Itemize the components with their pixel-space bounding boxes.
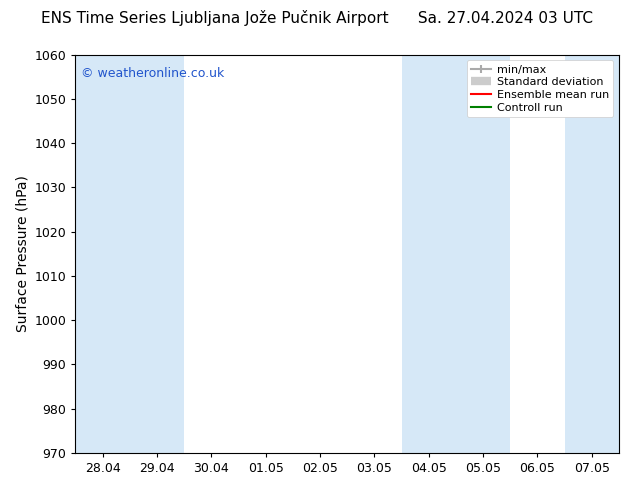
Bar — [75, 54, 184, 453]
Y-axis label: Surface Pressure (hPa): Surface Pressure (hPa) — [15, 175, 29, 332]
Text: ENS Time Series Ljubljana Jože Pučnik Airport      Sa. 27.04.2024 03 UTC: ENS Time Series Ljubljana Jože Pučnik Ai… — [41, 10, 593, 26]
Bar — [401, 54, 510, 453]
Legend: min/max, Standard deviation, Ensemble mean run, Controll run: min/max, Standard deviation, Ensemble me… — [467, 60, 614, 118]
Text: © weatheronline.co.uk: © weatheronline.co.uk — [81, 67, 224, 79]
Bar — [565, 54, 619, 453]
